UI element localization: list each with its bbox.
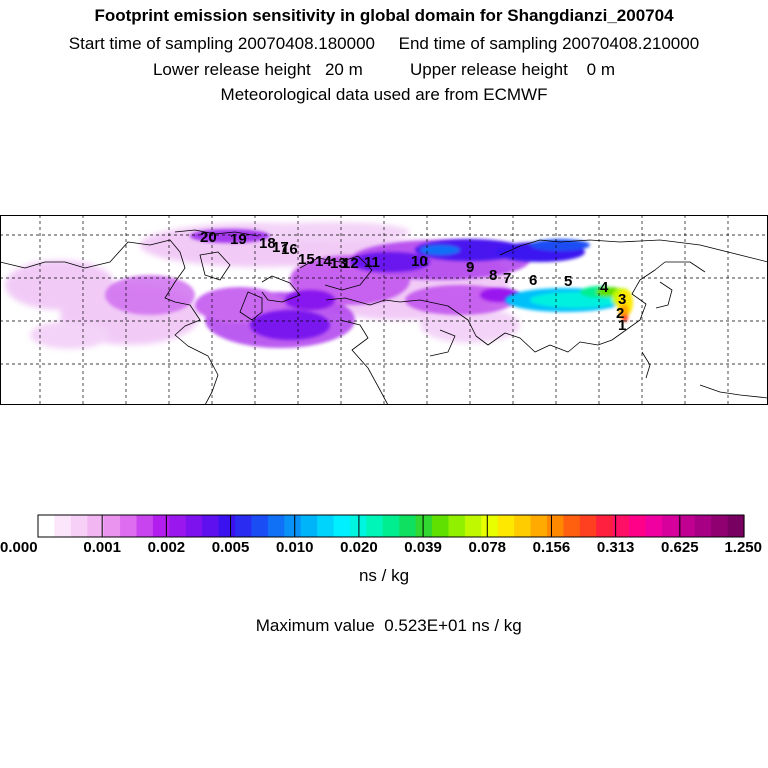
colorbar-swatch bbox=[333, 515, 351, 537]
colorbar-tick-label: 0.005 bbox=[211, 539, 250, 556]
trajectory-label: 12 bbox=[342, 255, 359, 272]
colorbar-swatch bbox=[464, 515, 482, 537]
trajectory-label: 18 bbox=[259, 235, 276, 252]
colorbar-swatch bbox=[481, 515, 499, 537]
colorbar-swatch bbox=[87, 515, 105, 537]
colorbar-swatch bbox=[399, 515, 417, 537]
colorbar-tick-label: 0.313 bbox=[596, 539, 635, 556]
max-value-label: Maximum value bbox=[255, 616, 375, 635]
trajectory-label: 8 bbox=[489, 267, 497, 284]
map-panel: 1 2 3 4 5 6 7 8 9 10 11 12 13 14 15 16 1… bbox=[0, 215, 768, 405]
trajectory-label: 16 bbox=[281, 241, 298, 258]
plume-high bbox=[505, 286, 633, 322]
colorbar-swatch bbox=[546, 515, 564, 537]
graticule bbox=[0, 215, 768, 405]
colorbar-tick-label: 0.039 bbox=[404, 539, 442, 556]
colorbar-tick-label: 0.020 bbox=[340, 539, 378, 556]
trajectory-label: 20 bbox=[200, 229, 217, 246]
trajectory-label: 14 bbox=[315, 253, 332, 270]
colorbar-swatch bbox=[317, 515, 335, 537]
trajectory-label: 13 bbox=[330, 255, 347, 272]
sampling-time-line: Start time of sampling 20070408.180000 E… bbox=[68, 34, 700, 53]
colorbar-swatch bbox=[711, 515, 729, 537]
colorbar-tick-label: 0.002 bbox=[147, 539, 186, 556]
colorbar-swatch bbox=[497, 515, 515, 537]
colorbar-swatch bbox=[514, 515, 532, 537]
colorbar-swatch bbox=[415, 515, 433, 537]
colorbar-swatch bbox=[185, 515, 203, 537]
colorbar-swatch bbox=[612, 515, 630, 537]
coastlines bbox=[0, 229, 768, 405]
colorbar-swatch bbox=[563, 515, 581, 537]
colorbar-swatch bbox=[629, 515, 647, 537]
colorbar-swatch bbox=[54, 515, 72, 537]
trajectory-label: 17 bbox=[272, 239, 289, 256]
colorbar-tick-label: 0.156 bbox=[532, 539, 571, 556]
colorbar-swatch bbox=[70, 515, 88, 537]
colorbar-swatch bbox=[267, 515, 285, 537]
colorbar-swatch bbox=[300, 515, 318, 537]
colorbar-swatch bbox=[235, 515, 253, 537]
colorbar bbox=[38, 515, 745, 537]
colorbar-swatch bbox=[103, 515, 121, 537]
colorbar-swatch bbox=[38, 515, 56, 537]
colorbar-tick-label: 0.010 bbox=[275, 539, 314, 556]
colorbar-swatch bbox=[579, 515, 597, 537]
map-title: Footprint emission sensitivity in global… bbox=[94, 6, 674, 25]
colorbar-swatch bbox=[530, 515, 548, 537]
colorbar-swatch bbox=[661, 515, 679, 537]
colorbar-tick-label: 0.001 bbox=[83, 539, 121, 556]
trajectory-label: 11 bbox=[364, 254, 380, 271]
colorbar-tick-label: 0.000 bbox=[0, 539, 38, 556]
colorbar-swatch bbox=[596, 515, 614, 537]
colorbar-swatch bbox=[366, 515, 384, 537]
trajectory-label: 4 bbox=[600, 279, 609, 296]
trajectory-labels: 1 2 3 4 5 6 7 8 9 10 11 12 13 14 15 16 1… bbox=[200, 229, 626, 334]
trajectory-label: 19 bbox=[230, 231, 247, 248]
colorbar-tick-label: 0.078 bbox=[468, 539, 507, 556]
colorbar-swatch bbox=[382, 515, 400, 537]
colorbar-swatch bbox=[202, 515, 220, 537]
trajectory-label: 6 bbox=[529, 272, 537, 289]
colorbar-swatch bbox=[694, 515, 712, 537]
colorbar-dividers bbox=[101, 515, 681, 537]
trajectory-label: 10 bbox=[411, 253, 428, 270]
trajectory-label: 1 bbox=[618, 317, 626, 334]
colorbar-tick-label: 1.250 bbox=[724, 539, 762, 556]
colorbar-swatch bbox=[136, 515, 154, 537]
max-value-unit: ns / kg bbox=[471, 616, 522, 635]
colorbar-swatch bbox=[284, 515, 302, 537]
colorbar-frame bbox=[37, 514, 745, 538]
colorbar-swatch bbox=[727, 515, 745, 537]
colorbar-swatch bbox=[152, 515, 170, 537]
trajectory-label: 5 bbox=[564, 273, 572, 290]
colorbar-swatch bbox=[678, 515, 696, 537]
colorbar-tick-label: 0.625 bbox=[661, 539, 699, 556]
trajectory-label: 9 bbox=[466, 259, 474, 276]
trajectory-label: 15 bbox=[298, 251, 315, 268]
release-height-line: Lower release height 20 m Upper release … bbox=[152, 60, 616, 79]
colorbar-swatch bbox=[218, 515, 236, 537]
trajectory-label: 2 bbox=[616, 305, 624, 322]
trajectory-label: 7 bbox=[503, 270, 511, 287]
colorbar-swatch bbox=[448, 515, 466, 537]
colorbar-swatch bbox=[169, 515, 187, 537]
colorbar-swatch bbox=[432, 515, 450, 537]
colorbar-swatch bbox=[120, 515, 138, 537]
colorbar-swatch bbox=[645, 515, 663, 537]
colorbar-swatch bbox=[251, 515, 269, 537]
sensitivity-field bbox=[5, 222, 633, 349]
max-value-number: 0.523E+01 bbox=[384, 616, 467, 635]
trajectory-label: 3 bbox=[618, 291, 626, 308]
colorbar-unit: ns / kg bbox=[358, 566, 410, 585]
met-data-line: Meteorological data used are from ECMWF bbox=[220, 85, 548, 104]
maximum-value-line: Maximum value 0.523E+01 ns / kg bbox=[0, 596, 768, 636]
